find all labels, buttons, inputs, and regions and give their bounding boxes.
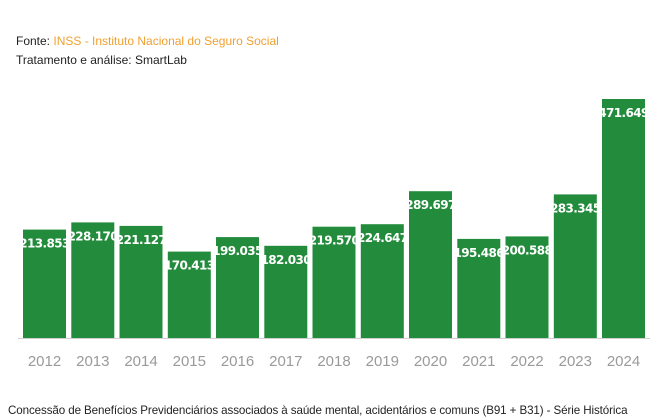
source-prefix: Fonte: (16, 34, 54, 48)
bar-2012 (23, 229, 66, 338)
bar-2017 (264, 245, 308, 338)
x-tick-label-2019: 2019 (366, 353, 399, 370)
analysis-credit: Tratamento e análise: SmartLab (16, 53, 187, 67)
x-tick-label-2023: 2023 (559, 353, 592, 370)
bar-2013 (71, 222, 115, 338)
chart-caption: Concessão de Benefícios Previdenciários … (8, 404, 628, 417)
bar-value-label-2020: 289.697 (405, 198, 456, 212)
x-tick-label-2022: 2022 (510, 353, 543, 370)
bar-2023 (553, 194, 597, 338)
bar-value-label-2013: 228.170 (68, 229, 119, 243)
bar-value-label-2017: 182.030 (261, 253, 312, 267)
x-tick-label-2013: 2013 (76, 353, 109, 370)
bar-2015 (167, 251, 211, 338)
x-tick-label-2015: 2015 (173, 353, 206, 370)
bar-value-label-2016: 199.035 (212, 244, 263, 258)
bar-value-label-2019: 224.647 (357, 231, 408, 245)
bar-value-label-2015: 170.413 (164, 259, 215, 273)
bar-value-label-2014: 221.127 (116, 233, 167, 247)
x-tick-label-2021: 2021 (462, 353, 495, 370)
bar-value-label-2024: 471.649 (598, 106, 649, 120)
bar-2016 (216, 237, 259, 338)
bar-chart: 213.853 2012 228.170 2013 221.127 2014 170.413… (18, 99, 650, 370)
bar-value-label-2023: 283.345 (550, 201, 601, 215)
bar-2021 (457, 238, 501, 338)
bar-value-label-2022: 200.588 (502, 243, 553, 257)
bar-2020 (409, 191, 452, 338)
x-tick-label-2020: 2020 (414, 353, 447, 370)
x-tick-label-2014: 2014 (124, 353, 157, 370)
x-tick-label-2012: 2012 (28, 353, 61, 370)
bar-value-label-2021: 195.486 (454, 246, 505, 260)
bar-2024 (602, 99, 645, 338)
source-line: Fonte: INSS - Instituto Nacional do Segu… (16, 34, 279, 48)
x-tick-label-2024: 2024 (607, 353, 640, 370)
bar-value-label-2018: 219.570 (309, 234, 360, 248)
bar-value-label-2012: 213.853 (19, 237, 70, 251)
x-tick-label-2017: 2017 (269, 353, 302, 370)
bar-2014 (119, 225, 163, 338)
bar-2018 (312, 226, 356, 338)
source-name: INSS - Instituto Nacional do Seguro Soci… (53, 34, 279, 48)
bar-2019 (360, 224, 404, 338)
bar-2022 (505, 236, 549, 338)
x-tick-label-2016: 2016 (221, 353, 254, 370)
x-tick-label-2018: 2018 (317, 353, 350, 370)
